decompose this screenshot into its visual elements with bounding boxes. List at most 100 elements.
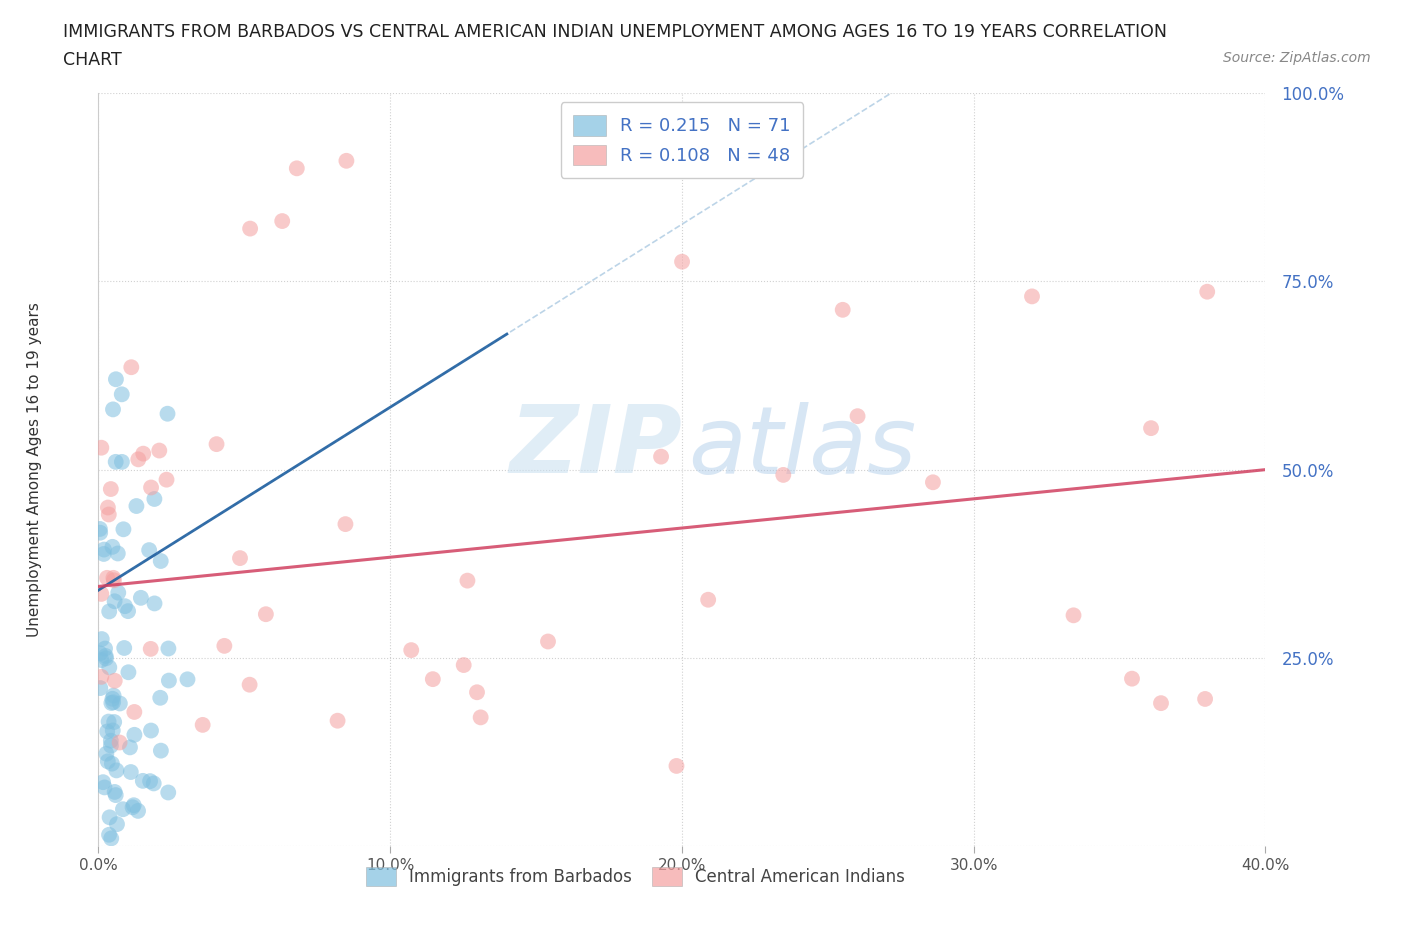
Point — [453, 658, 475, 672]
Point — [114, 599, 136, 614]
Point — [650, 449, 672, 464]
Point — [1140, 420, 1163, 435]
Point — [157, 673, 180, 688]
Point — [97, 500, 120, 515]
Point — [101, 723, 124, 737]
Point — [139, 480, 162, 495]
Point — [98, 604, 121, 618]
Point — [97, 754, 120, 769]
Point — [465, 684, 488, 699]
Point — [229, 551, 252, 565]
Point — [537, 634, 560, 649]
Point — [129, 591, 152, 605]
Text: IMMIGRANTS FROM BARBADOS VS CENTRAL AMERICAN INDIAN UNEMPLOYMENT AMONG AGES 16 T: IMMIGRANTS FROM BARBADOS VS CENTRAL AMER… — [63, 23, 1167, 41]
Point — [104, 372, 127, 387]
Point — [98, 810, 121, 825]
Point — [831, 302, 853, 317]
Point — [846, 408, 869, 423]
Point — [98, 660, 121, 675]
Point — [122, 798, 145, 813]
Text: atlas: atlas — [688, 402, 915, 493]
Point — [100, 696, 122, 711]
Point — [1194, 692, 1216, 707]
Point — [107, 546, 129, 561]
Point — [191, 717, 214, 732]
Point — [399, 643, 422, 658]
Point — [94, 648, 117, 663]
Point — [205, 437, 228, 452]
Point — [118, 740, 141, 755]
Point — [117, 665, 139, 680]
Point — [125, 498, 148, 513]
Point — [117, 604, 139, 618]
Point — [127, 804, 149, 818]
Point — [149, 690, 172, 705]
Point — [111, 455, 134, 470]
Point — [94, 651, 117, 666]
Point — [101, 691, 124, 706]
Point — [271, 214, 294, 229]
Point — [100, 482, 122, 497]
Point — [100, 738, 122, 753]
Point — [112, 522, 135, 537]
Point — [111, 387, 134, 402]
Point — [97, 507, 120, 522]
Point — [100, 733, 122, 748]
Point — [456, 573, 478, 588]
Point — [922, 475, 945, 490]
Point — [101, 756, 124, 771]
Point — [148, 443, 170, 458]
Point — [254, 606, 277, 621]
Point — [772, 468, 794, 483]
Point — [103, 688, 125, 703]
Point — [143, 492, 166, 507]
Point — [111, 802, 134, 817]
Point — [94, 641, 117, 656]
Point — [101, 402, 124, 417]
Point — [1063, 608, 1085, 623]
Point — [156, 406, 179, 421]
Point — [120, 360, 142, 375]
Point — [112, 641, 135, 656]
Point — [335, 517, 357, 532]
Point — [108, 735, 131, 750]
Point — [139, 774, 162, 789]
Point — [470, 710, 492, 724]
Point — [104, 785, 127, 800]
Point — [90, 653, 112, 668]
Point — [285, 161, 308, 176]
Point — [132, 774, 155, 789]
Point — [1197, 285, 1219, 299]
Point — [108, 696, 131, 711]
Point — [120, 764, 142, 779]
Text: ZIP: ZIP — [509, 401, 682, 493]
Point — [107, 585, 129, 600]
Point — [138, 543, 160, 558]
Point — [90, 670, 112, 684]
Point — [93, 542, 115, 557]
Point — [1021, 289, 1043, 304]
Point — [104, 455, 127, 470]
Point — [105, 817, 128, 831]
Point — [132, 446, 155, 461]
Point — [239, 677, 262, 692]
Point — [124, 727, 146, 742]
Point — [124, 705, 146, 720]
Point — [104, 788, 127, 803]
Point — [239, 221, 262, 236]
Point — [89, 522, 111, 537]
Point — [697, 592, 720, 607]
Point — [105, 763, 128, 777]
Point — [101, 695, 124, 710]
Point — [335, 153, 357, 168]
Point — [96, 570, 118, 585]
Point — [1121, 671, 1143, 686]
Point — [93, 547, 115, 562]
Point — [149, 553, 172, 568]
Point — [127, 452, 149, 467]
Point — [326, 713, 349, 728]
Text: Source: ZipAtlas.com: Source: ZipAtlas.com — [1223, 51, 1371, 65]
Text: CHART: CHART — [63, 51, 122, 69]
Point — [90, 440, 112, 455]
Point — [157, 641, 180, 656]
